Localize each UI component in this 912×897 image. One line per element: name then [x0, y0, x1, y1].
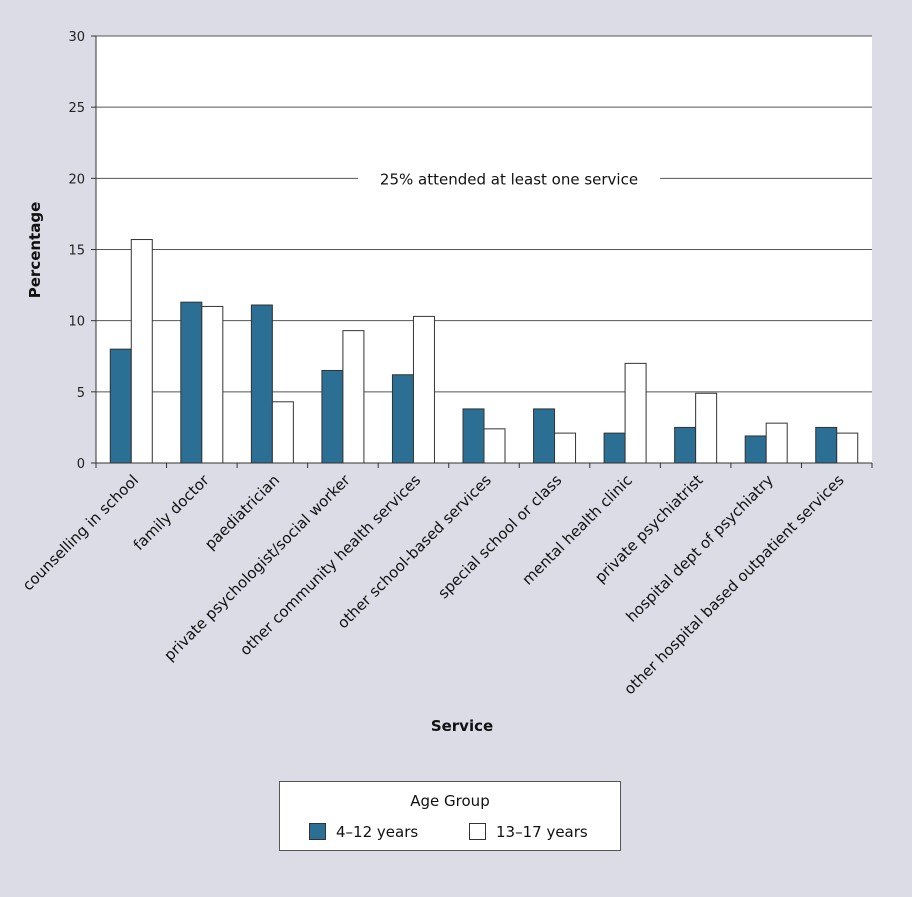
y-tick-label: 20: [68, 172, 85, 187]
bar-13-17: [696, 393, 717, 463]
bar-4-12: [816, 427, 837, 463]
bar-4-12: [534, 409, 555, 463]
legend-swatch-4-12: [309, 823, 326, 840]
bar-4-12: [604, 433, 625, 463]
bar-4-12: [463, 409, 484, 463]
legend-swatch-13-17: [469, 823, 486, 840]
bar-4-12: [322, 370, 343, 463]
legend-title: Age Group: [280, 792, 620, 810]
bar-13-17: [766, 423, 787, 463]
bar-13-17: [131, 240, 152, 463]
y-tick-label: 0: [77, 457, 85, 472]
bar-4-12: [745, 436, 766, 463]
bar-13-17: [413, 316, 434, 463]
bar-13-17: [625, 363, 646, 463]
bar-13-17: [272, 402, 293, 463]
legend-label-4-12: 4–12 years: [336, 823, 418, 841]
y-tick-label: 5: [77, 386, 85, 401]
y-tick-label: 25: [68, 101, 85, 116]
x-axis-title: Service: [431, 717, 493, 735]
bar-13-17: [343, 331, 364, 463]
legend: Age Group 4–12 years 13–17 years: [279, 781, 621, 851]
y-tick-label: 30: [68, 30, 85, 45]
annotation: 25% attended at least one service: [358, 170, 660, 188]
x-category-label: counselling in school: [19, 471, 142, 594]
bar-13-17: [484, 429, 505, 463]
bar-4-12: [392, 375, 413, 463]
y-tick-labels: 0 5 10 15 20 25 30: [68, 30, 85, 472]
y-axis-title: Percentage: [26, 202, 44, 299]
y-tick-label: 15: [68, 244, 85, 259]
annotation-label: 25% attended at least one service: [380, 170, 638, 188]
bar-4-12: [181, 302, 202, 463]
bar-13-17: [202, 306, 223, 463]
bar-13-17: [837, 433, 858, 463]
legend-label-13-17: 13–17 years: [496, 823, 588, 841]
bar-4-12: [675, 427, 696, 463]
bar-13-17: [555, 433, 576, 463]
x-category-label: special school or class: [434, 471, 565, 602]
bar-4-12: [251, 305, 272, 463]
x-category-label: hospital dept of psychiatry: [622, 471, 777, 626]
bar-4-12: [110, 349, 131, 463]
y-tick-label: 10: [68, 315, 85, 330]
